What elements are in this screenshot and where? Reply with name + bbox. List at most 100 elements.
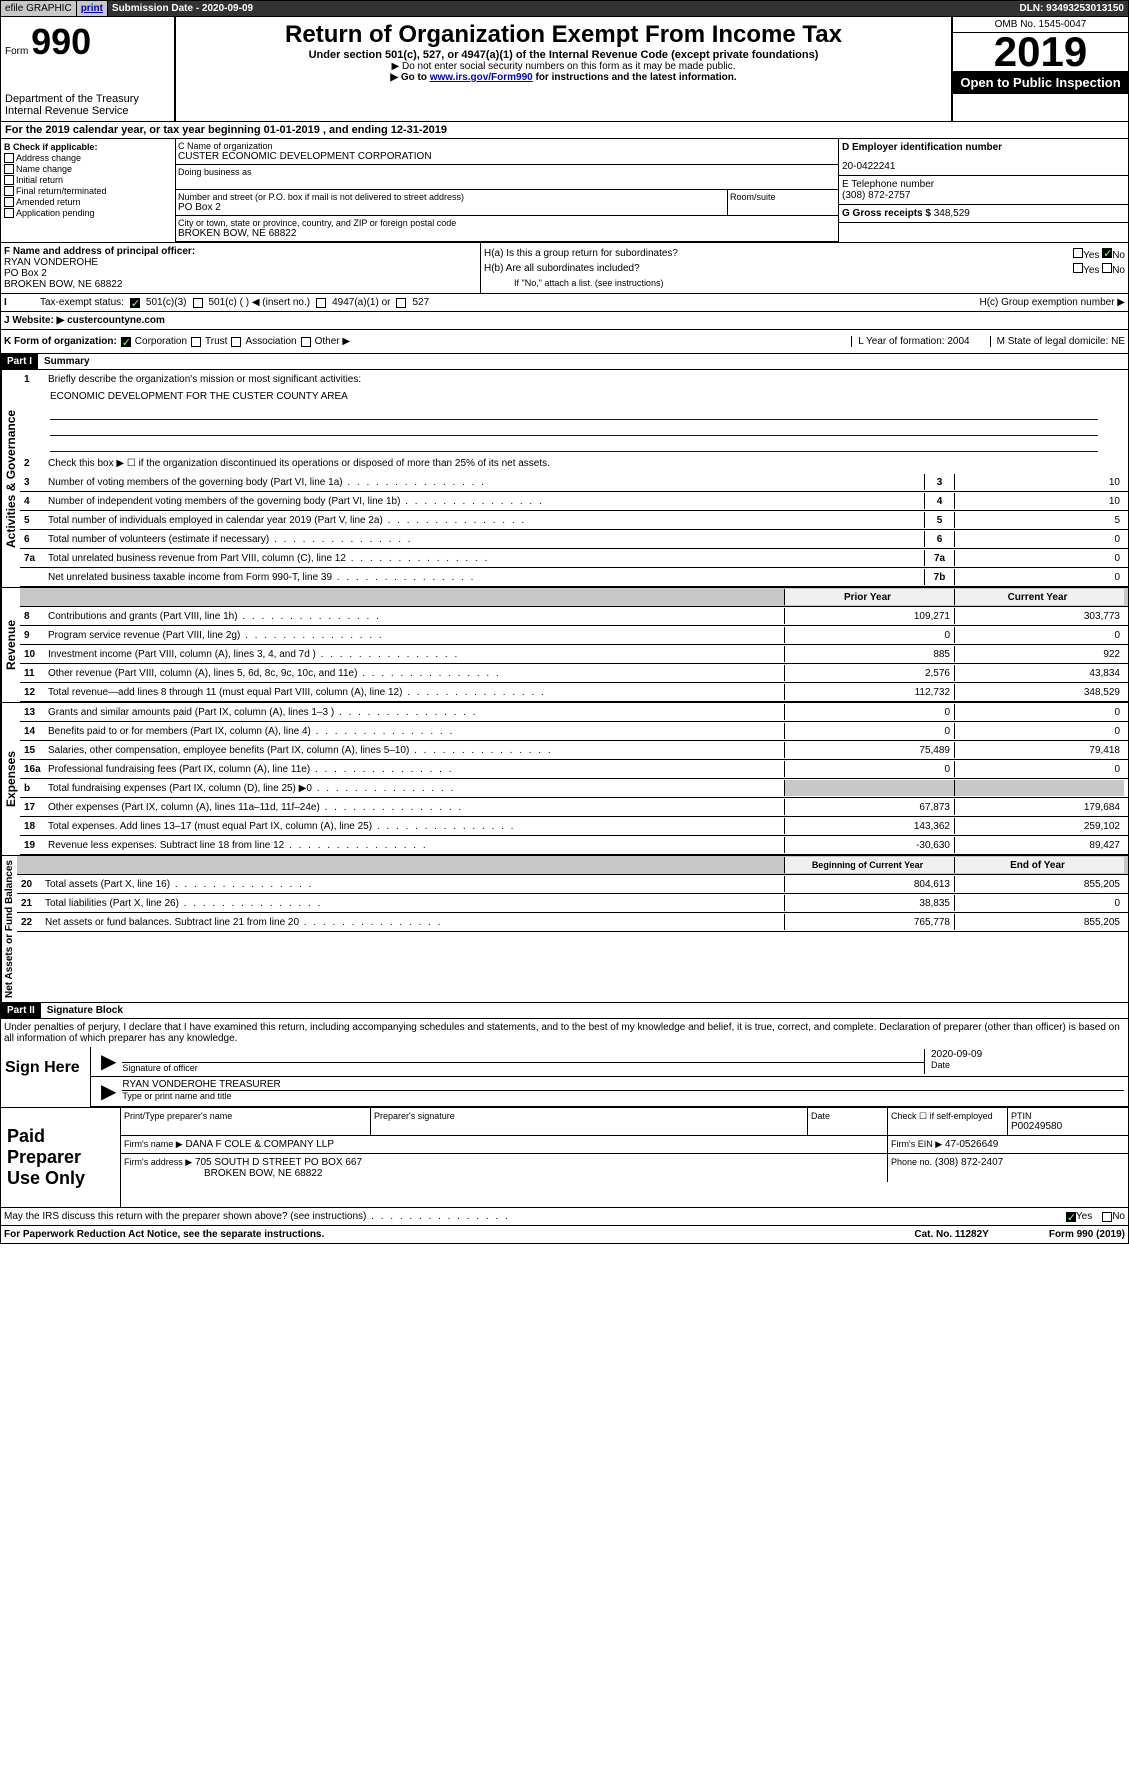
chk-trust[interactable]	[191, 337, 201, 347]
line-ref: 7b	[924, 569, 954, 585]
line-value: 0	[954, 531, 1124, 547]
chk-corp[interactable]	[121, 337, 131, 347]
date-label: Date	[931, 1060, 1124, 1070]
current-year-value: 0	[954, 761, 1124, 777]
current-year-value: 89,427	[954, 837, 1124, 853]
mission-line	[50, 438, 1098, 452]
current-year-value: 303,773	[954, 608, 1124, 624]
officer-addr: PO Box 2	[4, 268, 477, 279]
b-label: B Check if applicable:	[4, 142, 172, 152]
ha-yes[interactable]	[1073, 248, 1083, 258]
current-year-value: 0	[954, 627, 1124, 643]
governance-section: Activities & Governance 1Briefly describ…	[0, 370, 1129, 588]
arrow-icon: ▶	[95, 1079, 122, 1104]
chk-other[interactable]	[301, 337, 311, 347]
chk-initial[interactable]	[4, 175, 14, 185]
chk-501c3[interactable]	[130, 298, 140, 308]
chk-address[interactable]	[4, 153, 14, 163]
gross-receipts: 348,529	[934, 208, 970, 219]
hb-yes[interactable]	[1073, 263, 1083, 273]
firm-name: DANA F COLE & COMPANY LLP	[185, 1139, 334, 1150]
chk-name[interactable]	[4, 164, 14, 174]
line-j: J Website: ▶ custercountyne.com	[0, 312, 1129, 330]
rev-label: Revenue	[1, 588, 20, 702]
line-text: Number of independent voting members of …	[48, 496, 924, 507]
print-button[interactable]: print	[77, 1, 108, 16]
line-text: Other expenses (Part IX, column (A), lin…	[48, 802, 784, 813]
top-bar: efile GRAPHIC print Submission Date - 20…	[0, 0, 1129, 17]
boy-header: Beginning of Current Year	[784, 857, 954, 873]
prior-year-value: 109,271	[784, 608, 954, 624]
line-text: Number of voting members of the governin…	[48, 477, 924, 488]
line-text: Total number of individuals employed in …	[48, 515, 924, 526]
chk-4947[interactable]	[316, 298, 326, 308]
l-value: L Year of formation: 2004	[851, 336, 969, 347]
city-label: City or town, state or province, country…	[178, 218, 836, 228]
officer-name: RYAN VONDEROHE	[4, 257, 477, 268]
subtitle-3: ▶ Go to www.irs.gov/Form990 for instruct…	[180, 72, 947, 83]
line-text: Revenue less expenses. Subtract line 18 …	[48, 840, 784, 851]
discuss-row: May the IRS discuss this return with the…	[0, 1208, 1129, 1226]
part-2-title: Signature Block	[41, 1003, 129, 1018]
chk-pending[interactable]	[4, 208, 14, 218]
net-label: Net Assets or Fund Balances	[1, 856, 17, 1002]
ha-label: H(a) Is this a group return for subordin…	[484, 248, 678, 261]
prep-date-label: Date	[808, 1108, 888, 1135]
ptin-value: P00249580	[1011, 1121, 1125, 1132]
gov-label: Activities & Governance	[1, 370, 20, 587]
line-text: Benefits paid to or for members (Part IX…	[48, 726, 784, 737]
sig-date: 2020-09-09	[931, 1049, 1124, 1060]
firm-addr: 705 SOUTH D STREET PO BOX 667	[195, 1157, 362, 1168]
org-name: CUSTER ECONOMIC DEVELOPMENT CORPORATION	[178, 151, 836, 162]
paid-label: Paid Preparer Use Only	[1, 1108, 121, 1207]
form-title: Return of Organization Exempt From Incom…	[180, 21, 947, 49]
paid-preparer-block: Paid Preparer Use Only Print/Type prepar…	[0, 1108, 1129, 1208]
discuss-yes[interactable]	[1066, 1212, 1076, 1222]
ha-no[interactable]	[1102, 248, 1112, 258]
expenses-section: Expenses 13Grants and similar amounts pa…	[0, 703, 1129, 856]
line-text: Net unrelated business taxable income fr…	[48, 572, 924, 583]
chk-527[interactable]	[396, 298, 406, 308]
current-year-value: 179,684	[954, 799, 1124, 815]
discuss-no[interactable]	[1102, 1212, 1112, 1222]
phone-value: (308) 872-2757	[842, 190, 1125, 201]
prior-year-value: 67,873	[784, 799, 954, 815]
prep-name-label: Print/Type preparer's name	[121, 1108, 371, 1135]
mission-line	[50, 406, 1098, 420]
prior-year-value: 804,613	[784, 876, 954, 892]
line-k: K Form of organization: Corporation Trus…	[0, 330, 1129, 354]
firm-ein-label: Firm's EIN ▶	[891, 1139, 942, 1149]
line-text: Total number of volunteers (estimate if …	[48, 534, 924, 545]
hb-no[interactable]	[1102, 263, 1112, 273]
current-year-value: 348,529	[954, 684, 1124, 700]
line-value: 10	[954, 474, 1124, 490]
firm-phone-label: Phone no.	[891, 1157, 932, 1167]
irs-link[interactable]: www.irs.gov/Form990	[430, 72, 533, 83]
line-value: 10	[954, 493, 1124, 509]
form-number: 990	[31, 21, 91, 62]
line-text: Total assets (Part X, line 16)	[45, 879, 784, 890]
chk-final[interactable]	[4, 186, 14, 196]
chk-amended[interactable]	[4, 197, 14, 207]
fgh-row: F Name and address of principal officer:…	[0, 243, 1129, 294]
current-year-value: 0	[954, 704, 1124, 720]
part-2-label: Part II	[1, 1003, 41, 1018]
g-label: G Gross receipts $	[842, 208, 931, 219]
prior-year-value: 0	[784, 627, 954, 643]
line-text: Other revenue (Part VIII, column (A), li…	[48, 668, 784, 679]
firm-name-label: Firm's name ▶	[124, 1139, 183, 1149]
prior-year-value: 0	[784, 704, 954, 720]
prior-year-value: 2,576	[784, 665, 954, 681]
line-value: 0	[954, 550, 1124, 566]
chk-501c[interactable]	[193, 298, 203, 308]
line-ref: 3	[924, 474, 954, 490]
perjury-text: Under penalties of perjury, I declare th…	[1, 1019, 1128, 1047]
j-label: Website: ▶	[12, 315, 64, 326]
form-prefix: Form	[5, 46, 28, 57]
hb-note: If "No," attach a list. (see instruction…	[484, 278, 1125, 288]
hc-label: H(c) Group exemption number ▶	[979, 297, 1125, 308]
m-value: M State of legal domicile: NE	[990, 336, 1125, 347]
chk-assoc[interactable]	[231, 337, 241, 347]
k-label: K Form of organization:	[4, 336, 117, 347]
tax-year: 2019	[953, 33, 1128, 71]
